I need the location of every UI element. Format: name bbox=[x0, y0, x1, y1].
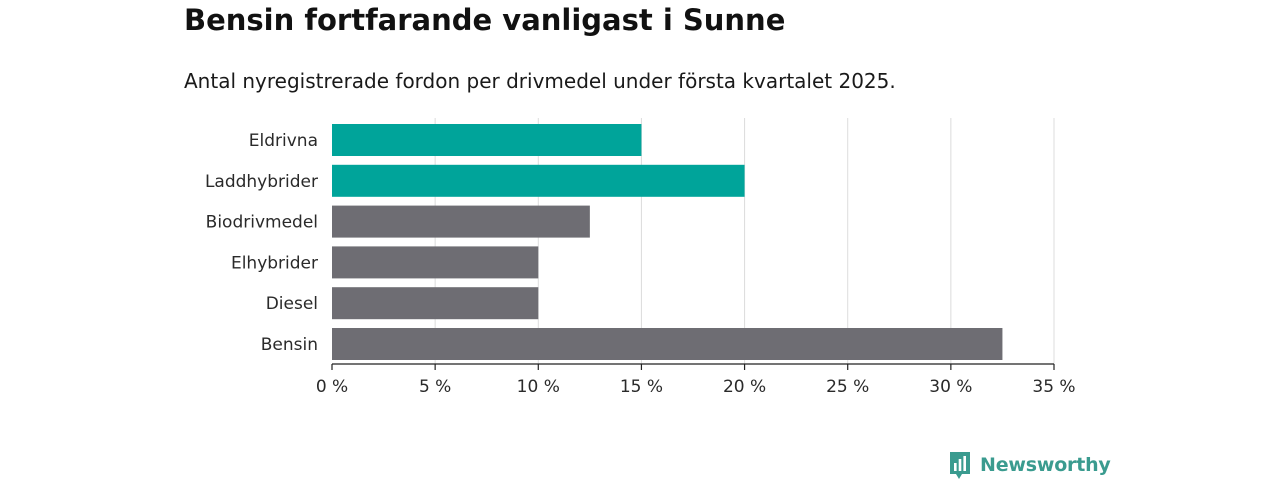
chart-title: Bensin fortfarande vanligast i Sunne bbox=[184, 3, 786, 37]
bar-chart-logo-icon bbox=[950, 452, 970, 479]
category-label: Elhybrider bbox=[231, 253, 318, 273]
brand-name: Newsworthy bbox=[980, 454, 1111, 476]
bar-chart: Eldrivna Laddhybrider Biodrivmedel Elhybrid… bbox=[205, 118, 1076, 397]
category-label: Biodrivmedel bbox=[206, 213, 318, 233]
x-tick-label: 25 % bbox=[826, 377, 869, 397]
x-tick-label: 20 % bbox=[723, 377, 766, 397]
bar-eldrivna bbox=[332, 124, 642, 156]
x-tick-label: 5 % bbox=[419, 377, 451, 397]
bar-biodrivmedel bbox=[332, 205, 590, 238]
x-tick-label: 30 % bbox=[929, 377, 972, 397]
x-tick-label: 35 % bbox=[1032, 377, 1075, 397]
category-label: Eldrivna bbox=[249, 131, 318, 151]
bar-diesel bbox=[332, 287, 539, 320]
x-tick-label: 10 % bbox=[517, 377, 560, 397]
bar-laddhybrider bbox=[332, 164, 745, 197]
bar-bensin bbox=[332, 328, 1003, 360]
newsworthy-logo: Newsworthy bbox=[948, 450, 1111, 480]
category-label: Bensin bbox=[261, 335, 318, 355]
category-label: Diesel bbox=[266, 294, 318, 314]
x-tick-label: 15 % bbox=[620, 377, 663, 397]
category-label: Laddhybrider bbox=[205, 172, 318, 192]
chart-subtitle: Antal nyregistrerade fordon per drivmede… bbox=[184, 69, 896, 93]
bar-elhybrider bbox=[332, 246, 539, 279]
x-tick-label: 0 % bbox=[316, 377, 348, 397]
